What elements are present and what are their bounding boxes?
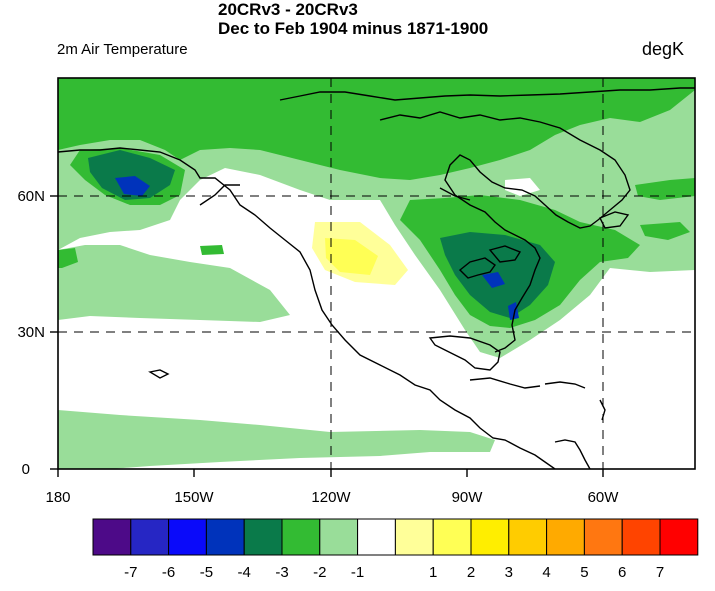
x-tick-label: 90W (452, 489, 484, 506)
colorbar-box (508, 518, 548, 556)
chart-subtitle: Dec to Feb 1904 minus 1871-1900 (218, 19, 489, 38)
colorbar-label: -1 (351, 564, 364, 581)
colorbar-box (432, 518, 472, 556)
colorbar-box (546, 518, 585, 556)
shade-minus4-to-minus5 (115, 176, 150, 196)
tick-marks (50, 195, 604, 477)
colorbar: -7 -6 -5 -4 -3 -2 -1 1 2 3 4 5 6 7 (92, 518, 699, 581)
anomaly-fill (58, 78, 695, 469)
chart-title: 20CRv3 - 20CRv3 (218, 0, 358, 19)
coastlines (58, 87, 695, 469)
colorbar-label: -4 (238, 564, 251, 581)
colorbar-label: -5 (200, 564, 213, 581)
shade-minus2-to-minus3 (58, 78, 695, 180)
colorbar-label: 2 (467, 564, 475, 581)
colorbar-box (243, 518, 283, 556)
colorbar-box (659, 518, 699, 556)
colorbar-box (621, 518, 661, 556)
colorbar-box (319, 518, 359, 556)
colorbar-label: -7 (124, 564, 137, 581)
shade-minus3-to-minus4 (88, 150, 175, 200)
units-label: degK (642, 39, 685, 59)
colorbar-label: 5 (580, 564, 588, 581)
colorbar-label: 6 (618, 564, 626, 581)
colorbar-box (130, 518, 170, 556)
colorbar-label: -3 (275, 564, 288, 581)
colorbar-box (281, 518, 321, 556)
map-frame (57, 77, 696, 470)
colorbar-label: -2 (313, 564, 326, 581)
colorbar-box (205, 518, 245, 556)
colorbar-box (357, 518, 396, 556)
colorbar-label: 1 (429, 564, 437, 581)
colorbar-box (394, 518, 434, 556)
colorbar-box (583, 518, 623, 556)
gridlines (58, 78, 695, 469)
colorbar-label: -6 (162, 564, 175, 581)
y-tick-label: 60N (17, 188, 45, 205)
variable-label: 2m Air Temperature (57, 41, 188, 58)
y-tick-label: 30N (17, 324, 45, 341)
x-tick-label: 150W (174, 489, 214, 506)
x-tick-label: 180 (45, 489, 70, 506)
colorbar-box (92, 518, 132, 556)
colorbar-box (168, 518, 207, 556)
colorbar-box (470, 518, 510, 556)
colorbar-label: 4 (542, 564, 550, 581)
x-tick-label: 120W (311, 489, 351, 506)
shade-plus2-to-plus3 (325, 238, 378, 275)
y-tick-label: 0 (22, 461, 30, 478)
colorbar-label: 3 (505, 564, 513, 581)
colorbar-label: 7 (656, 564, 664, 581)
x-tick-label: 60W (588, 489, 620, 506)
